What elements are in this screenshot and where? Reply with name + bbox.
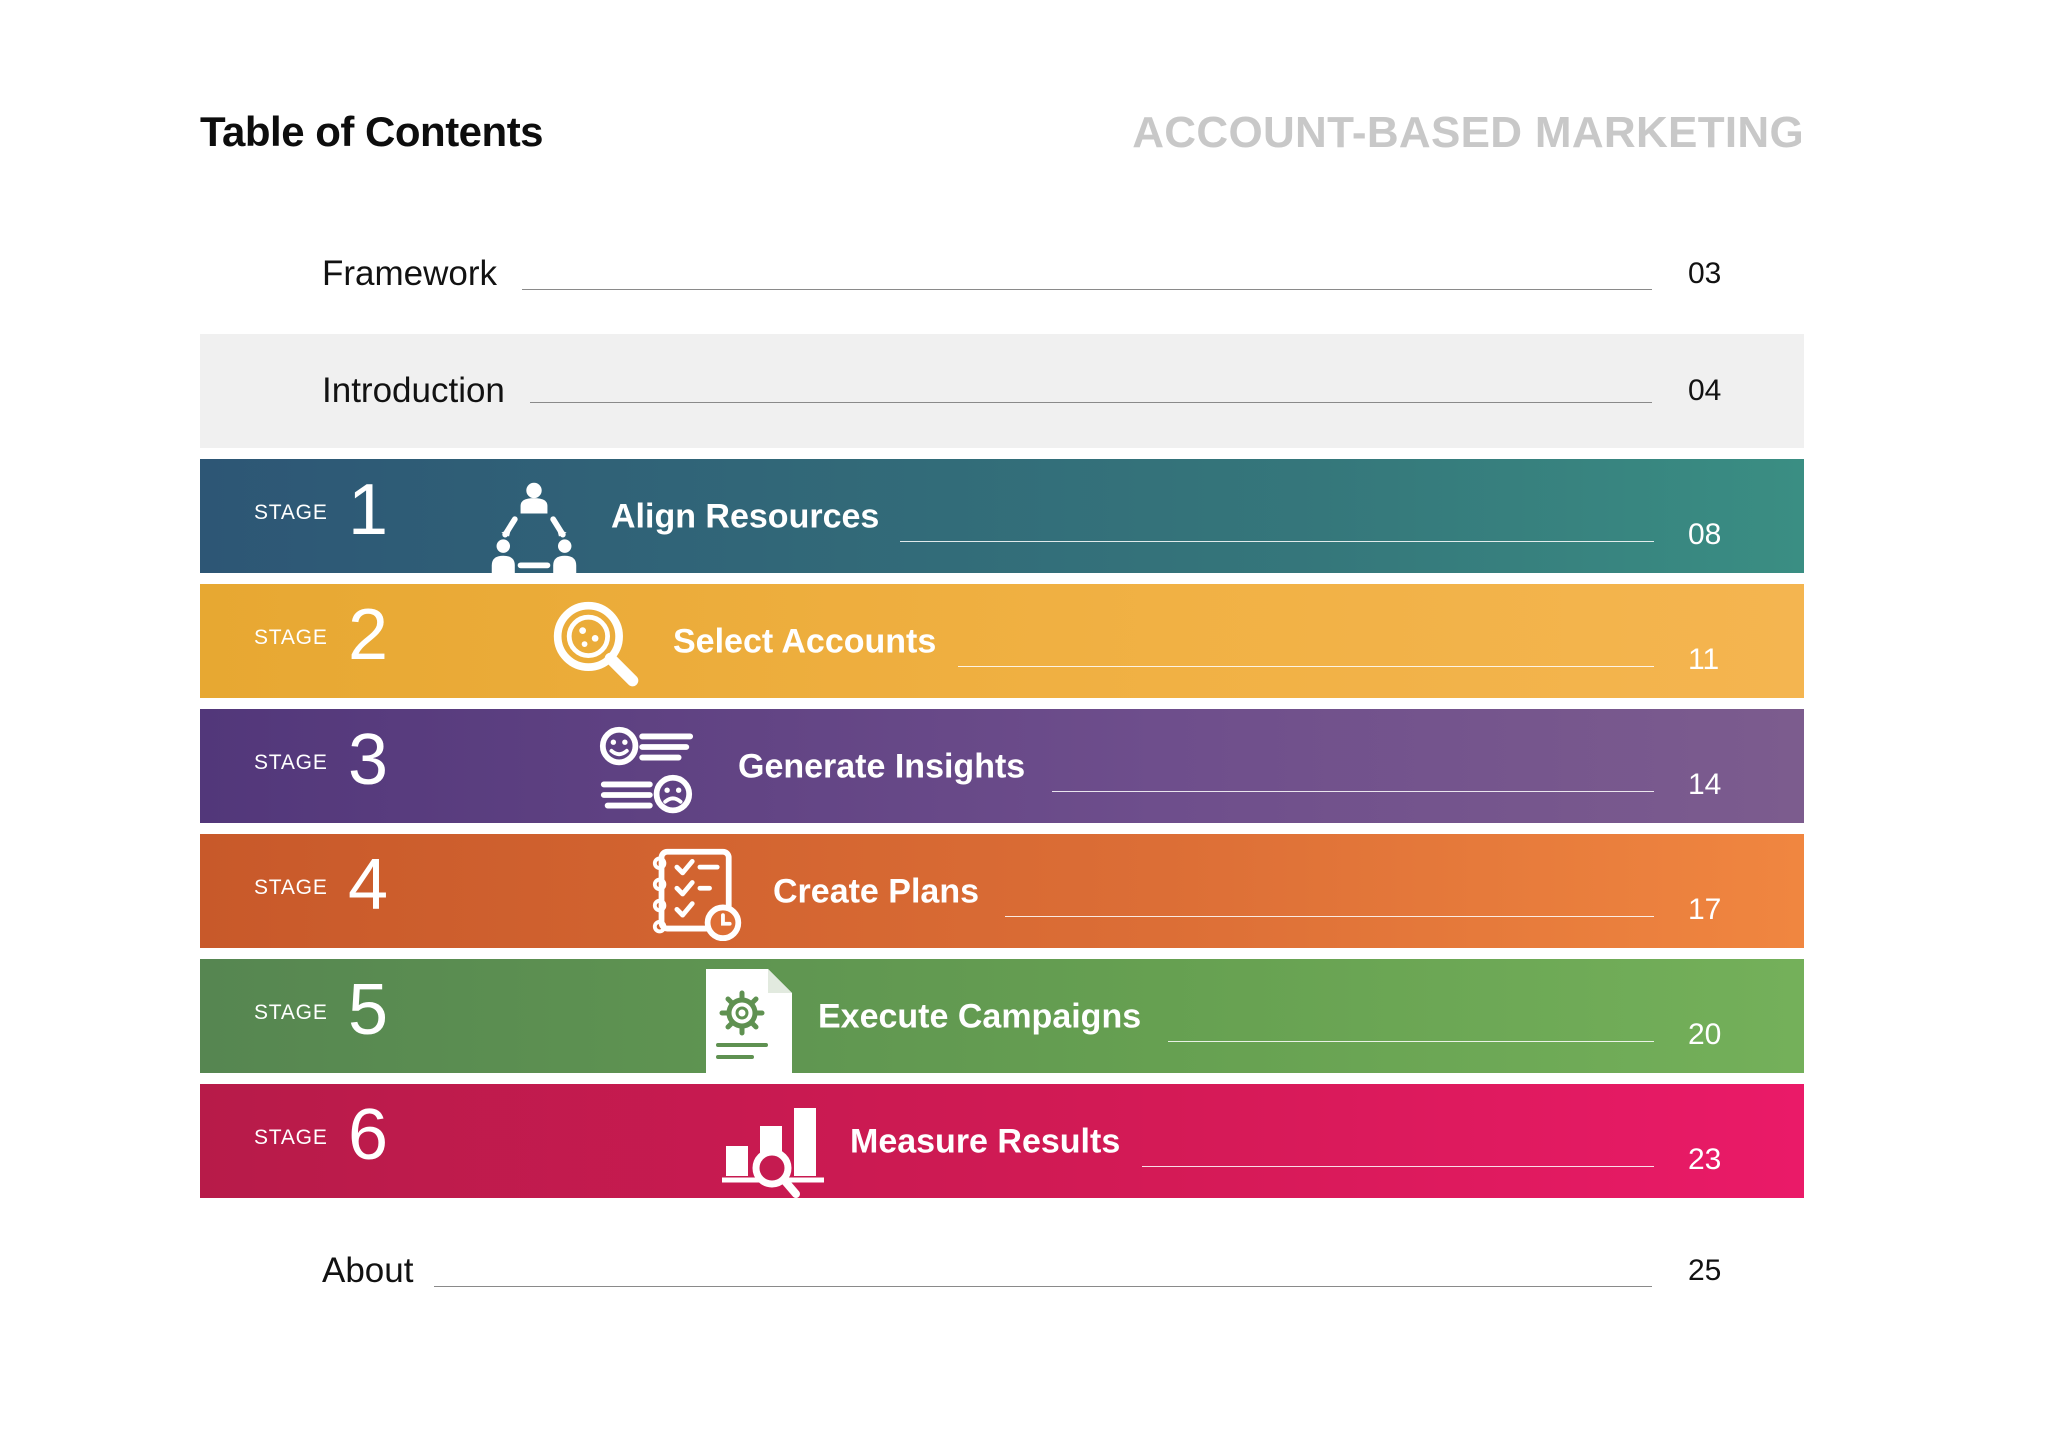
stage-number: 5	[348, 970, 389, 1051]
stage-number: 2	[348, 595, 389, 676]
stage-word: STAGE	[254, 751, 328, 775]
document-gear-icon	[706, 969, 792, 1073]
leader-line	[1168, 1041, 1654, 1042]
toc-entry-page: 03	[1688, 257, 1722, 290]
toc-entry-label: Introduction	[322, 371, 505, 410]
leader-line	[1142, 1166, 1654, 1167]
leader-line	[1052, 791, 1654, 792]
stage-page: 14	[1688, 768, 1722, 801]
stage-page: 23	[1688, 1143, 1722, 1176]
toc-entry-about[interactable]: About 25	[200, 1214, 1804, 1328]
leader-line	[522, 289, 1652, 290]
stage-title: Align Resources	[611, 497, 880, 536]
toc-stage-2[interactable]: STAGE 2 Select Accounts 11	[200, 584, 1804, 698]
leader-line	[900, 541, 1654, 542]
stage-number: 6	[348, 1095, 389, 1176]
stage-page: 11	[1688, 643, 1720, 676]
stage-word: STAGE	[254, 1001, 328, 1025]
stage-number: 3	[348, 720, 389, 801]
stage-word: STAGE	[254, 876, 328, 900]
checklist-clock-icon	[650, 846, 746, 942]
toc-stage-3[interactable]: STAGE 3 Generate Insights 14	[200, 709, 1804, 823]
leader-line	[530, 402, 1652, 403]
bar-chart-magnifier-icon	[722, 1108, 824, 1198]
toc-entry-introduction[interactable]: Introduction 04	[200, 334, 1804, 448]
leader-line	[434, 1286, 1652, 1287]
stage-title: Execute Campaigns	[818, 997, 1142, 1036]
toc-stage-6[interactable]: STAGE 6 Measure Results 23	[200, 1084, 1804, 1198]
toc-entry-label: About	[322, 1251, 414, 1290]
stage-page: 20	[1688, 1018, 1722, 1051]
leader-line	[958, 666, 1654, 667]
toc-stage-4[interactable]: STAGE 4 Create Plans 17	[200, 834, 1804, 948]
team-circle-icon	[486, 477, 582, 573]
stage-title: Create Plans	[773, 872, 979, 911]
toc-entry-label: Framework	[322, 254, 498, 293]
toc-stage-5[interactable]: STAGE 5 Execute Campaigns 20	[200, 959, 1804, 1073]
toc-entry-framework[interactable]: Framework 03	[200, 217, 1804, 331]
stage-word: STAGE	[254, 626, 328, 650]
stage-title: Select Accounts	[673, 622, 937, 661]
stage-page: 08	[1688, 518, 1722, 551]
document-title: ACCOUNT-BASED MARKETING	[1132, 108, 1804, 157]
toc-stage-1[interactable]: STAGE 1 Align Resources 08	[200, 459, 1804, 573]
stage-word: STAGE	[254, 1126, 328, 1150]
feedback-faces-icon	[598, 723, 694, 819]
stage-number: 4	[348, 845, 389, 926]
leader-line	[1005, 916, 1654, 917]
stage-page: 17	[1688, 893, 1722, 926]
stage-title: Measure Results	[850, 1122, 1121, 1161]
stage-title: Generate Insights	[738, 747, 1026, 786]
toc-entry-page: 25	[1688, 1254, 1722, 1287]
stage-word: STAGE	[254, 501, 328, 525]
page-title: Table of Contents	[200, 108, 544, 155]
stage-number: 1	[348, 470, 389, 551]
toc-entry-page: 04	[1688, 374, 1722, 407]
magnifier-target-icon	[550, 598, 646, 694]
